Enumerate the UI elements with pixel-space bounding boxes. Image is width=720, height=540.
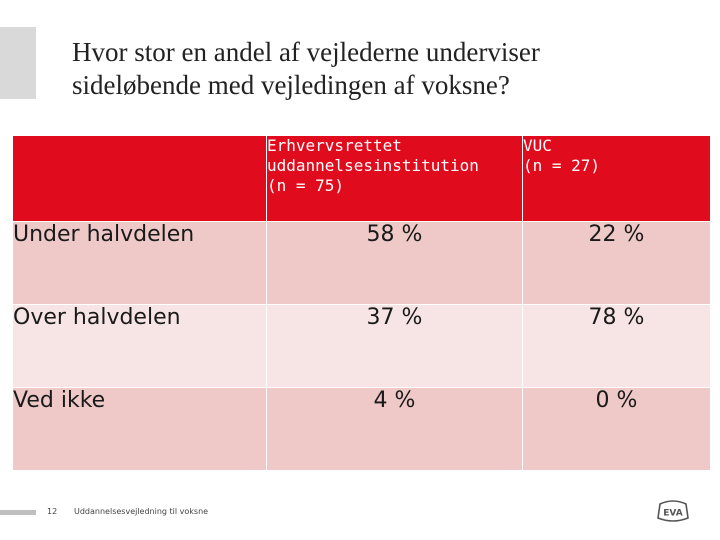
title-line-1: Hvor stor en andel af vejlederne undervi… bbox=[72, 37, 540, 67]
table-row: Over halvdelen 37 % 78 % bbox=[12, 304, 711, 388]
value-erhverv: 58 % bbox=[266, 221, 523, 305]
row-label: Under halvdelen bbox=[12, 221, 267, 305]
title-line-2: sideløbende med vejledingen af voksne? bbox=[72, 70, 510, 100]
value-vuc: 0 % bbox=[522, 387, 711, 471]
eva-logo-icon: EVA bbox=[657, 500, 689, 522]
header-erhverv-line-3: (n = 75) bbox=[267, 176, 345, 195]
value-vuc: 78 % bbox=[522, 304, 711, 388]
header-cell-empty bbox=[12, 135, 267, 222]
header-erhverv-line-2: uddannelsesinstitution bbox=[267, 156, 479, 175]
results-table: Erhvervsrettet uddannelsesinstitution (n… bbox=[12, 135, 711, 471]
row-label: Over halvdelen bbox=[12, 304, 267, 388]
header-cell-vuc: VUC (n = 27) bbox=[522, 135, 711, 222]
slide-title: Hvor stor en andel af vejlederne undervi… bbox=[72, 36, 692, 102]
header-vuc-line-2: (n = 27) bbox=[523, 156, 601, 175]
header-cell-erhverv: Erhvervsrettet uddannelsesinstitution (n… bbox=[266, 135, 523, 222]
title-accent-block bbox=[0, 27, 36, 99]
header-erhverv-line-1: Erhvervsrettet bbox=[267, 136, 402, 155]
value-vuc: 22 % bbox=[522, 221, 711, 305]
value-erhverv: 37 % bbox=[266, 304, 523, 388]
logo-text: EVA bbox=[663, 509, 683, 519]
page-number: 12 bbox=[47, 507, 58, 516]
table-header-row: Erhvervsrettet uddannelsesinstitution (n… bbox=[12, 135, 711, 222]
footer-accent-bar bbox=[0, 510, 36, 515]
row-label: Ved ikke bbox=[12, 387, 267, 471]
header-vuc-line-1: VUC bbox=[523, 136, 552, 155]
value-erhverv: 4 % bbox=[266, 387, 523, 471]
table-row: Under halvdelen 58 % 22 % bbox=[12, 221, 711, 305]
footer-text: Uddannelsesvejledning til voksne bbox=[74, 507, 209, 516]
table-row: Ved ikke 4 % 0 % bbox=[12, 387, 711, 471]
